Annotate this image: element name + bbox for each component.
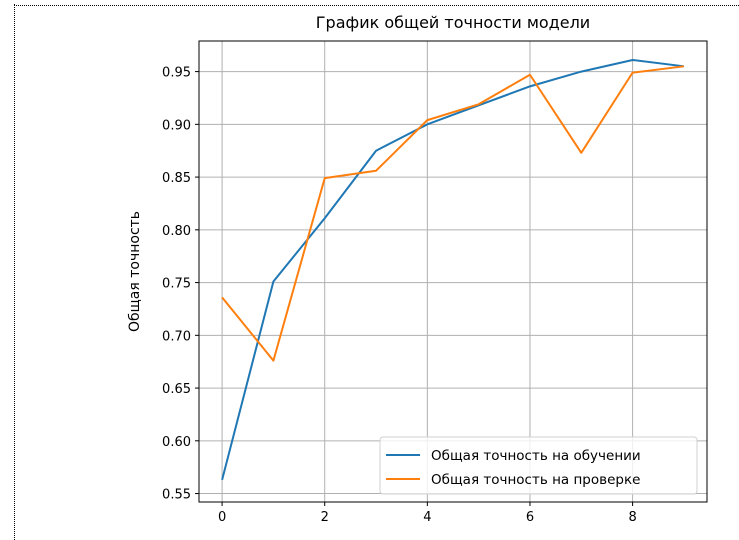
legend: Общая точность на обучении Общая точность… — [379, 436, 698, 495]
series-lines — [221, 58, 685, 481]
grid — [199, 41, 707, 502]
y-tick-label: 0.95 — [162, 66, 191, 81]
frame-border-top — [14, 5, 739, 6]
axes-frame — [198, 40, 708, 503]
chart-title: График общей точности модели — [316, 13, 590, 32]
y-tick-label: 0.90 — [162, 118, 191, 133]
ticks: 0 2 4 6 8 0.55 0.60 0.65 0.70 0.75 0.80 0.85 0.90 0.9… — [162, 66, 637, 525]
x-tick-label: 6 — [526, 510, 534, 525]
series-line-1 — [221, 65, 685, 362]
legend-box — [379, 436, 698, 495]
y-tick-label: 0.70 — [162, 329, 191, 344]
y-tick-label: 0.60 — [162, 435, 191, 450]
y-tick-label: 0.55 — [162, 488, 191, 503]
legend-label: Общая точность на проверке — [431, 472, 640, 488]
x-tick-label: 4 — [423, 510, 431, 525]
y-tick-label: 0.85 — [162, 171, 191, 186]
y-axis-label: Общая точность — [127, 211, 143, 332]
legend-label: Общая точность на обучении — [431, 448, 641, 464]
x-tick-label: 0 — [218, 510, 226, 525]
x-tick-label: 2 — [321, 510, 329, 525]
y-tick-label: 0.80 — [162, 224, 191, 239]
x-tick-label: 8 — [628, 510, 636, 525]
y-tick-label: 0.65 — [162, 382, 191, 397]
series-line-0 — [221, 58, 685, 481]
frame-border-left — [14, 4, 15, 540]
y-tick-label: 0.75 — [162, 277, 191, 292]
